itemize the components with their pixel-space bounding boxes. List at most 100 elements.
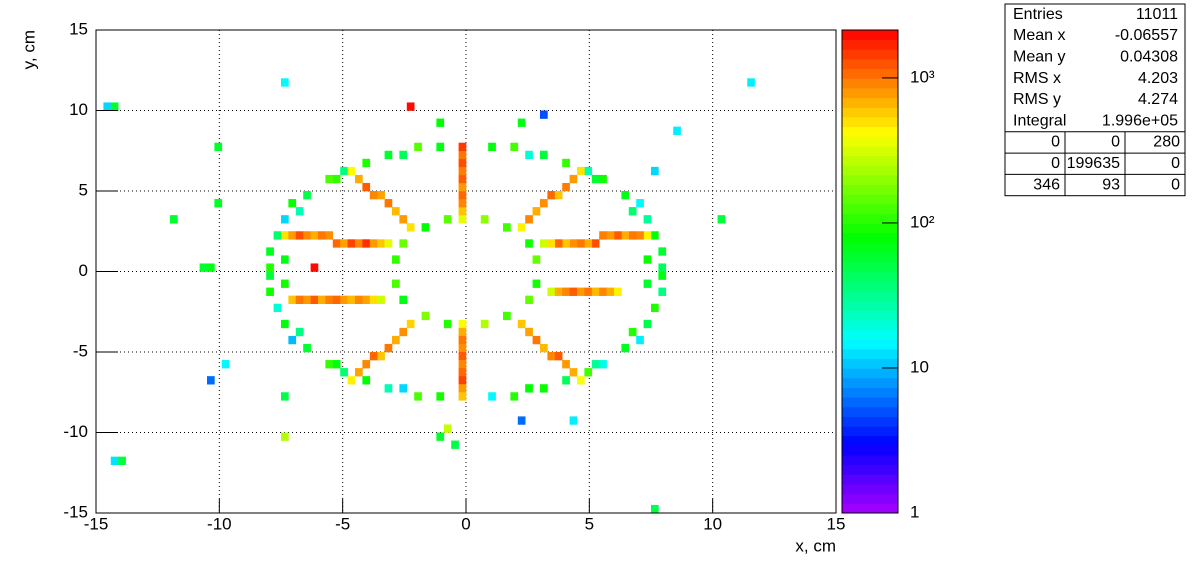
x-tick-label: -15 bbox=[84, 514, 109, 533]
color-step bbox=[842, 223, 898, 234]
color-step bbox=[842, 58, 898, 70]
cell bbox=[221, 360, 230, 369]
cell bbox=[562, 182, 570, 192]
color-step bbox=[842, 397, 898, 408]
cell bbox=[281, 319, 289, 329]
color-step bbox=[842, 435, 898, 446]
color-step bbox=[842, 78, 898, 89]
cell bbox=[458, 182, 467, 192]
cell bbox=[340, 295, 348, 304]
color-bar-frame bbox=[841, 29, 899, 514]
cell bbox=[673, 126, 681, 135]
cell bbox=[599, 287, 607, 296]
color-step bbox=[842, 107, 898, 118]
cell bbox=[377, 191, 385, 200]
cell bbox=[214, 142, 223, 152]
cell bbox=[577, 287, 585, 296]
cell bbox=[643, 279, 652, 288]
cell bbox=[547, 239, 556, 248]
cell bbox=[110, 102, 119, 111]
color-step bbox=[842, 426, 898, 437]
cell bbox=[207, 376, 215, 385]
cell bbox=[577, 166, 585, 176]
cell bbox=[458, 335, 467, 345]
cell bbox=[540, 199, 548, 208]
cell bbox=[621, 191, 630, 200]
cell bbox=[510, 392, 519, 401]
cell bbox=[525, 327, 533, 337]
cell bbox=[458, 327, 467, 337]
color-step bbox=[842, 213, 898, 224]
color-step bbox=[842, 348, 898, 359]
cell bbox=[355, 174, 363, 184]
cell bbox=[310, 263, 319, 272]
cell bbox=[643, 215, 652, 224]
color-step bbox=[842, 39, 898, 50]
cell bbox=[510, 142, 519, 152]
cell bbox=[458, 352, 467, 361]
cell bbox=[591, 239, 600, 248]
cell bbox=[436, 432, 445, 441]
cell bbox=[628, 327, 637, 337]
cell bbox=[540, 384, 548, 393]
cell bbox=[399, 384, 408, 393]
cell bbox=[569, 174, 578, 184]
stat-label: RMS x bbox=[1013, 70, 1061, 87]
overflow-value: 0 bbox=[1051, 134, 1060, 151]
color-step bbox=[842, 116, 898, 128]
color-step bbox=[842, 310, 898, 321]
cell bbox=[532, 279, 541, 288]
cell bbox=[340, 239, 348, 248]
cell bbox=[310, 231, 319, 240]
cell bbox=[525, 215, 533, 224]
cell bbox=[266, 271, 274, 280]
cell bbox=[281, 231, 289, 240]
color-step bbox=[842, 339, 898, 350]
color-step bbox=[842, 68, 898, 79]
cell bbox=[458, 319, 467, 329]
cell bbox=[525, 150, 533, 160]
cell bbox=[325, 360, 334, 369]
cell bbox=[384, 384, 393, 393]
cell bbox=[643, 319, 652, 329]
cell bbox=[377, 295, 385, 304]
cell bbox=[599, 360, 607, 369]
cell bbox=[295, 327, 304, 337]
cell bbox=[288, 231, 297, 240]
cell bbox=[436, 118, 445, 127]
stat-value: 1.996e+05 bbox=[1102, 112, 1178, 129]
stat-label: Mean x bbox=[1013, 27, 1065, 44]
cell bbox=[303, 191, 311, 200]
cell bbox=[547, 287, 556, 296]
cell bbox=[658, 271, 667, 280]
cell bbox=[310, 295, 319, 304]
cell bbox=[540, 239, 548, 248]
x-tick-label: -5 bbox=[335, 514, 350, 533]
cell bbox=[303, 231, 311, 240]
color-step bbox=[842, 203, 898, 215]
cell bbox=[103, 102, 112, 111]
stat-value: -0.06557 bbox=[1115, 27, 1178, 44]
cell bbox=[281, 215, 289, 224]
color-step bbox=[842, 126, 898, 137]
cell bbox=[281, 279, 289, 288]
cell bbox=[436, 142, 445, 152]
color-step bbox=[842, 174, 898, 186]
cell bbox=[599, 231, 607, 240]
y-tick-label: 0 bbox=[79, 261, 88, 280]
cell bbox=[621, 231, 630, 240]
cell bbox=[332, 239, 341, 248]
cell bbox=[392, 255, 400, 264]
color-step bbox=[842, 97, 898, 108]
y-tick-label: 10 bbox=[69, 100, 88, 119]
overflow-value: 280 bbox=[1153, 134, 1180, 151]
cell bbox=[747, 78, 755, 87]
cell bbox=[458, 158, 467, 168]
cell bbox=[569, 416, 578, 425]
cell bbox=[295, 207, 304, 216]
cell bbox=[458, 360, 467, 369]
cell bbox=[318, 295, 326, 304]
color-step bbox=[842, 155, 898, 166]
color-step bbox=[842, 368, 898, 379]
y-tick-label: 15 bbox=[69, 19, 88, 38]
